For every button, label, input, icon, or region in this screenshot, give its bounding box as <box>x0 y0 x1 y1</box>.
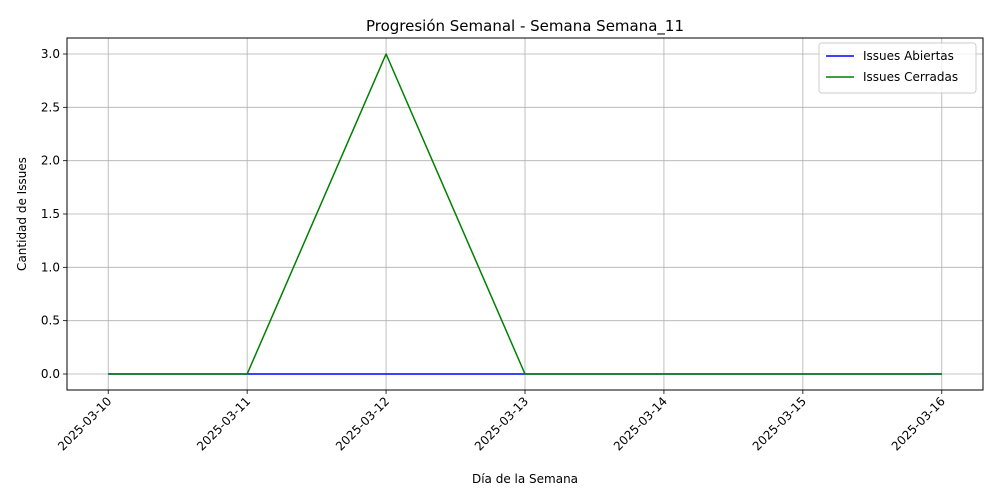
y-tick-label: 1.5 <box>41 207 60 221</box>
chart-title: Progresión Semanal - Semana Semana_11 <box>366 17 684 36</box>
x-tick-label: 2025-03-14 <box>611 394 670 453</box>
y-axis: 0.0 0.5 1.0 1.5 2.0 2.5 3.0 <box>41 47 67 381</box>
y-tick-label: 0.0 <box>41 367 60 381</box>
x-axis-label: Día de la Semana <box>472 472 578 486</box>
y-axis-label: Cantidad de Issues <box>15 157 29 271</box>
y-tick-label: 1.0 <box>41 260 60 274</box>
y-tick-label: 2.0 <box>41 154 60 168</box>
x-tick-label: 2025-03-10 <box>55 394 114 453</box>
legend-box <box>818 42 977 94</box>
series-line-2 <box>108 53 942 375</box>
legend-label: Issues Cerradas <box>863 70 958 84</box>
x-tick-label: 2025-03-16 <box>889 394 948 453</box>
legend: Issues Abiertas Issues Cerradas <box>818 42 977 94</box>
legend-label: Issues Abiertas <box>863 49 954 63</box>
x-axis: 2025-03-10 2025-03-11 2025-03-12 2025-03-13… <box>55 390 948 453</box>
x-tick-label: 2025-03-15 <box>750 394 809 453</box>
x-tick-label: 2025-03-12 <box>333 394 392 453</box>
y-tick-label: 2.5 <box>41 100 60 114</box>
x-tick-label: 2025-03-11 <box>194 394 253 453</box>
x-tick-label: 2025-03-13 <box>472 394 531 453</box>
series-layer <box>108 53 942 375</box>
y-tick-label: 3.0 <box>41 47 60 61</box>
y-tick-label: 0.5 <box>41 314 60 328</box>
